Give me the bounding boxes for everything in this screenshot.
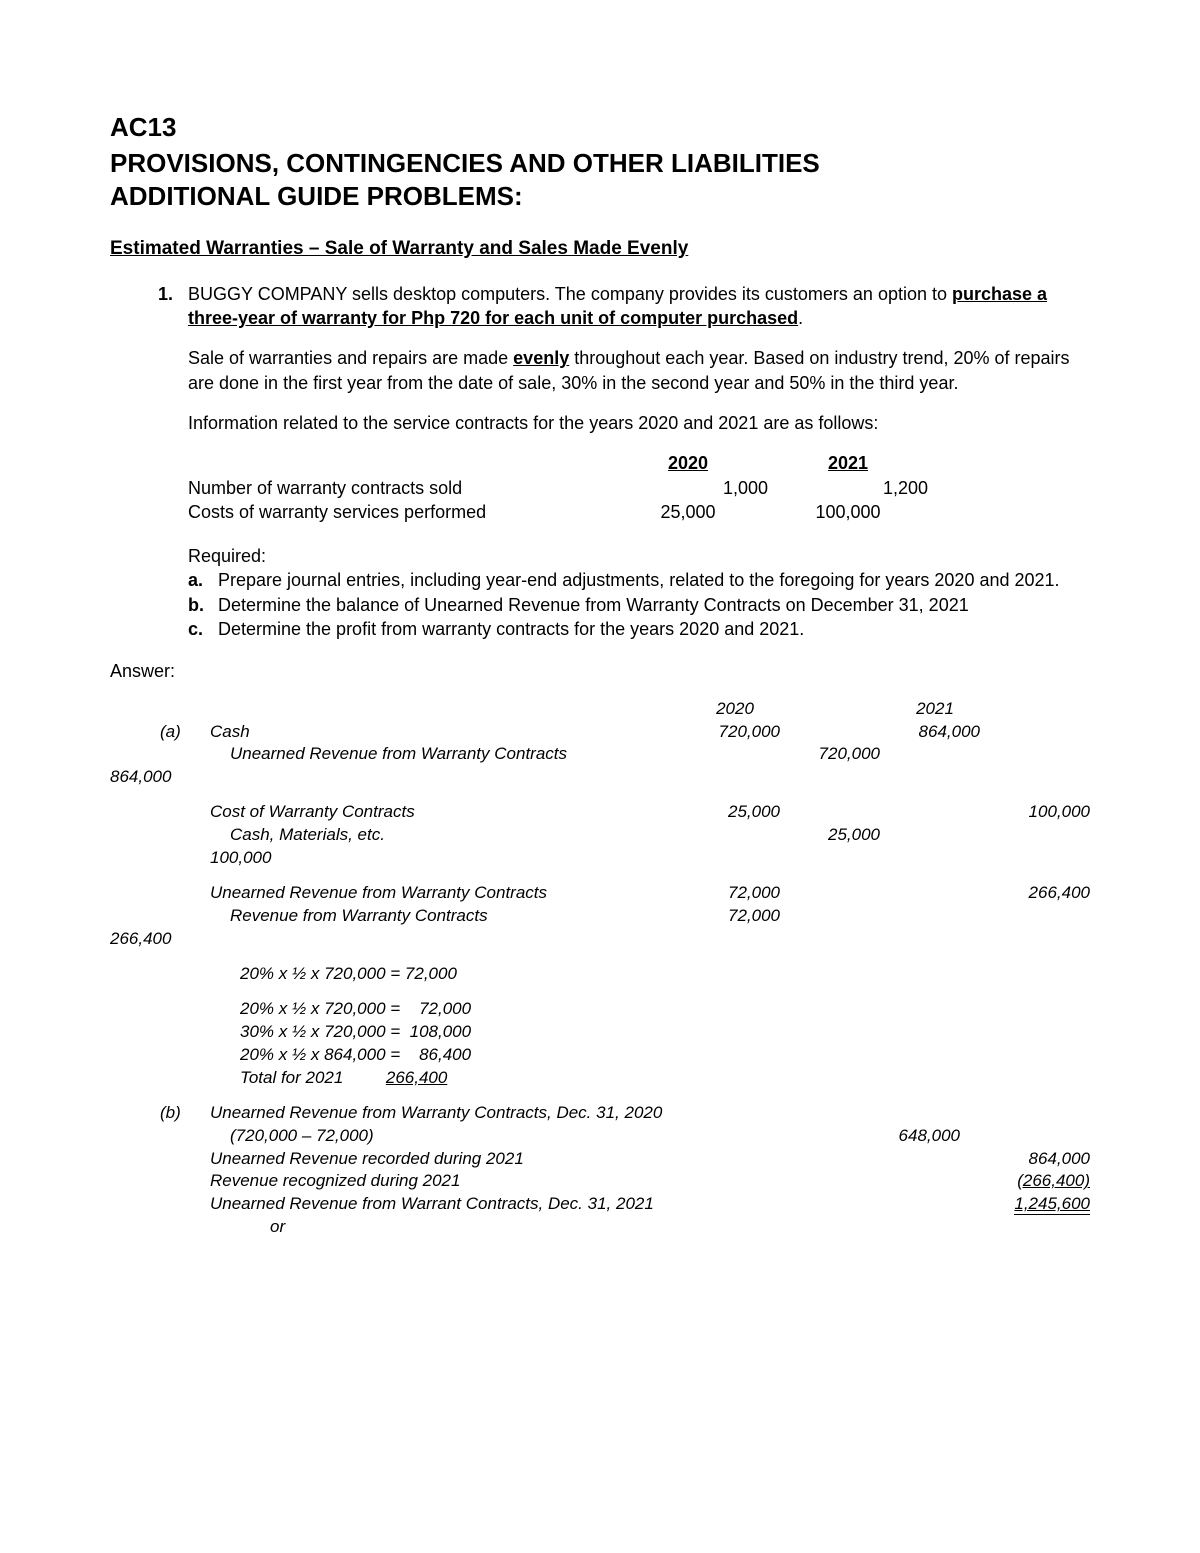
je3-c2020: 72,000 — [690, 905, 790, 928]
req-a-text: Prepare journal entries, including year-… — [218, 568, 1060, 592]
calc-5: Total for 2021 266,400 — [240, 1067, 1090, 1090]
ans-header-2021: 2021 — [890, 698, 990, 721]
row1-label: Number of warranty contracts sold — [188, 476, 608, 500]
calc-5-amount: 266,400 — [386, 1068, 447, 1087]
main-title: PROVISIONS, CONTINGENCIES AND OTHER LIAB… — [110, 147, 1090, 212]
problem-intro: BUGGY COMPANY sells desktop computers. T… — [188, 282, 1090, 331]
b-line4-amt: 1,245,600 — [1014, 1194, 1090, 1215]
b-line2: Unearned Revenue recorded during 2021 — [210, 1148, 830, 1171]
answer-marker-b: (b) — [160, 1102, 210, 1125]
je3-c2021: 266,400 — [110, 928, 171, 951]
row2-v2: 100,000 — [768, 500, 928, 524]
req-c-text: Determine the profit from warranty contr… — [218, 617, 804, 641]
para2-b: evenly — [513, 348, 569, 368]
je2-credit: Cash, Materials, etc. — [210, 824, 690, 847]
row2-label: Costs of warranty services performed — [188, 500, 608, 524]
je1-c2021: 864,000 — [110, 766, 171, 789]
answers-block: 2020 2021 (a) Cash 720,000 864,000 Unear… — [110, 698, 1090, 1240]
req-b-text: Determine the balance of Unearned Revenu… — [218, 593, 969, 617]
b-or: or — [210, 1216, 1090, 1239]
calc-4: 20% x ½ x 864,000 = 86,400 — [240, 1044, 1090, 1067]
problem-number: 1. — [158, 282, 180, 331]
je1-debit: Cash — [210, 721, 690, 744]
row1-v2: 1,200 — [768, 476, 928, 500]
answer-label: Answer: — [110, 659, 1090, 683]
intro-text-c: . — [798, 308, 803, 328]
b-line2-amt: 864,000 — [960, 1148, 1090, 1171]
answer-marker-a: (a) — [160, 721, 210, 744]
required-label: Required: — [188, 544, 1090, 568]
je2-c2021: 100,000 — [210, 847, 1090, 870]
para2-a: Sale of warranties and repairs are made — [188, 348, 513, 368]
paragraph-2: Sale of warranties and repairs are made … — [188, 346, 1090, 395]
b-line3-amt: (266,400) — [1017, 1171, 1090, 1190]
je2-debit: Cost of Warranty Contracts — [210, 801, 690, 824]
calc-1: 20% x ½ x 720,000 = 72,000 — [240, 963, 1090, 986]
je3-d2021: 266,400 — [990, 882, 1090, 905]
je2-d2021: 100,000 — [990, 801, 1090, 824]
req-c-letter: c. — [188, 617, 210, 641]
je3-d2020: 72,000 — [690, 882, 790, 905]
je1-d2021: 864,000 — [890, 721, 990, 744]
required-block: Required: a. Prepare journal entries, in… — [188, 544, 1090, 641]
b-line4: Unearned Revenue from Warrant Contracts,… — [210, 1193, 830, 1216]
th-2021: 2021 — [768, 451, 928, 475]
b-line1-amt: 648,000 — [830, 1125, 960, 1148]
ans-header-2020: 2020 — [690, 698, 790, 721]
je1-credit: Unearned Revenue from Warranty Contracts — [210, 743, 690, 766]
req-b-letter: b. — [188, 593, 210, 617]
je3-credit: Revenue from Warranty Contracts — [210, 905, 690, 928]
intro-text-a: BUGGY COMPANY sells desktop computers. T… — [188, 284, 952, 304]
title-line-2: ADDITIONAL GUIDE PROBLEMS: — [110, 181, 523, 211]
section-title: Estimated Warranties – Sale of Warranty … — [110, 236, 1090, 262]
data-table: 2020 2021 Number of warranty contracts s… — [188, 451, 1090, 524]
paragraph-3: Information related to the service contr… — [188, 411, 1090, 435]
je3-debit: Unearned Revenue from Warranty Contracts — [210, 882, 690, 905]
req-a-letter: a. — [188, 568, 210, 592]
calc-5-label: Total for 2021 — [240, 1068, 343, 1087]
je1-c2020: 720,000 — [790, 743, 890, 766]
b-line1-sub: (720,000 – 72,000) — [210, 1125, 830, 1148]
problem-block: 1. BUGGY COMPANY sells desktop computers… — [158, 282, 1090, 642]
calc-3: 30% x ½ x 720,000 = 108,000 — [240, 1021, 1090, 1044]
title-line-1: PROVISIONS, CONTINGENCIES AND OTHER LIAB… — [110, 148, 820, 178]
th-2020: 2020 — [608, 451, 768, 475]
calc-2: 20% x ½ x 720,000 = 72,000 — [240, 998, 1090, 1021]
row1-v1: 1,000 — [608, 476, 768, 500]
je1-d2020: 720,000 — [690, 721, 790, 744]
row2-v1: 25,000 — [608, 500, 768, 524]
je2-d2020: 25,000 — [690, 801, 790, 824]
b-line3: Revenue recognized during 2021 — [210, 1170, 830, 1193]
je2-c2020: 25,000 — [790, 824, 890, 847]
course-code: AC13 — [110, 110, 1090, 145]
b-line1: Unearned Revenue from Warranty Contracts… — [210, 1102, 830, 1125]
